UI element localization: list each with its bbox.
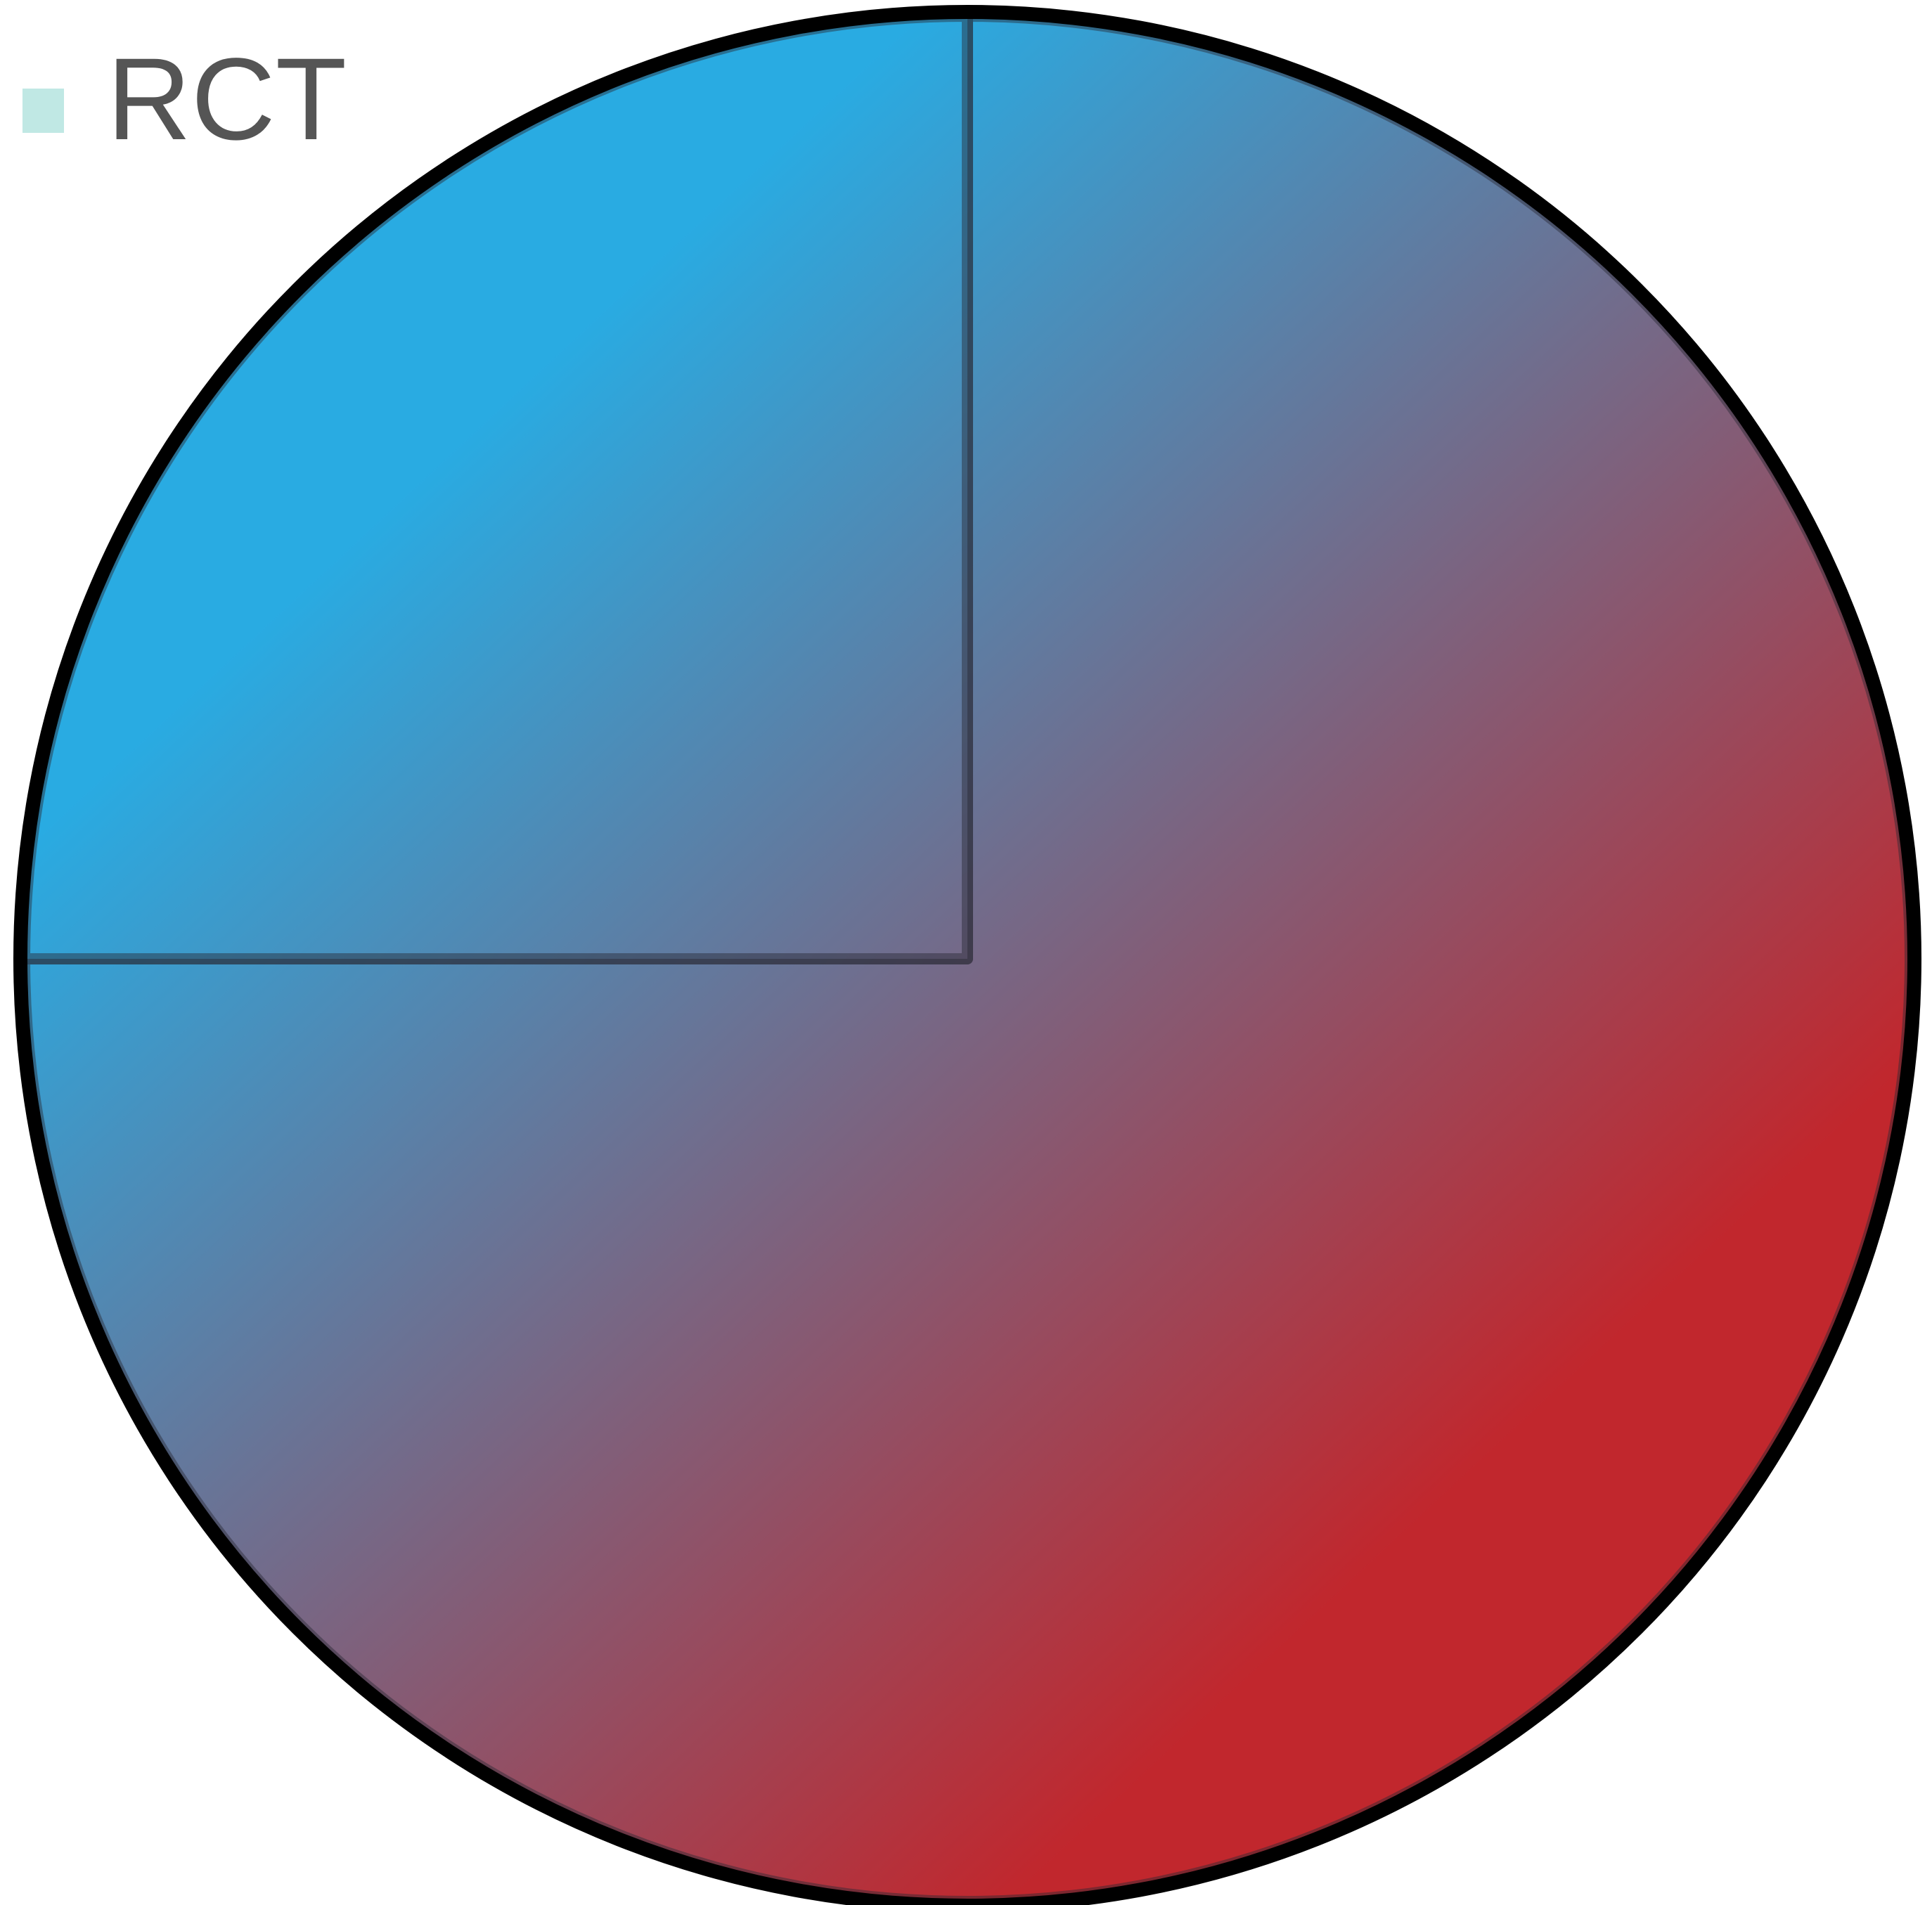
pie-border bbox=[13, 5, 1921, 1905]
legend-swatch bbox=[22, 89, 64, 133]
legend-label: RCT bbox=[107, 34, 347, 164]
